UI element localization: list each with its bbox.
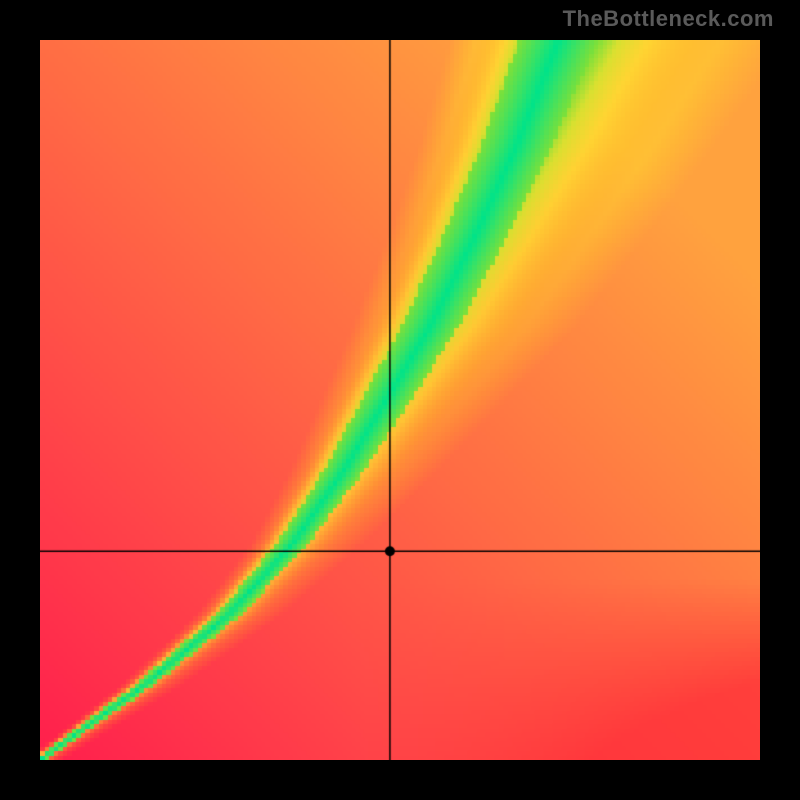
watermark-text: TheBottleneck.com	[563, 6, 774, 32]
figure-container: TheBottleneck.com	[0, 0, 800, 800]
heatmap-canvas	[40, 40, 760, 760]
plot-area	[40, 40, 760, 760]
